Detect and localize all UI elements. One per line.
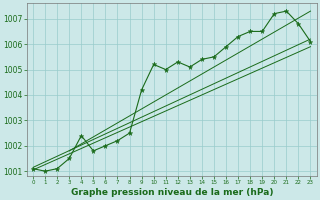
X-axis label: Graphe pression niveau de la mer (hPa): Graphe pression niveau de la mer (hPa) xyxy=(70,188,273,197)
